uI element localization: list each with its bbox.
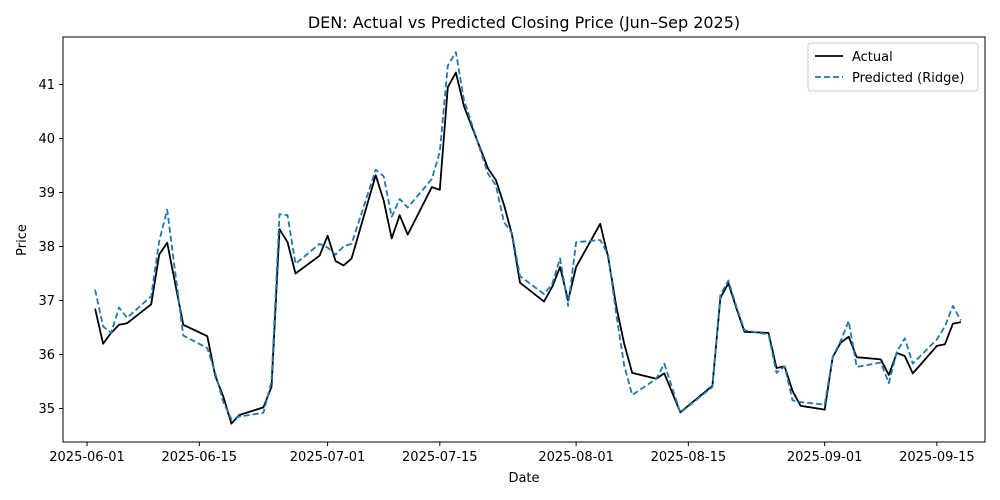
series-layer: [94, 51, 962, 425]
x-tick-label: 2025-08-01: [538, 450, 614, 465]
x-axis-label: Date: [508, 471, 539, 486]
plot-area: [62, 36, 986, 443]
y-axis-label: Price: [15, 224, 30, 256]
x-tick-label: 2025-06-15: [162, 450, 238, 465]
x-tick-label: 2025-08-15: [651, 450, 727, 465]
y-axis: 35 36 37 38 39 40 41: [38, 78, 63, 417]
legend-label-actual: Actual: [852, 50, 893, 65]
plot-frame: [62, 36, 986, 443]
y-tick-label: 36: [38, 348, 55, 363]
y-tick-label: 38: [38, 240, 55, 255]
y-tick-label: 39: [38, 186, 55, 201]
legend-box: [807, 42, 979, 92]
legend: Actual Predicted (Ridge): [807, 42, 979, 92]
x-tick-label: 2025-09-15: [899, 450, 975, 465]
y-tick-label: 35: [38, 402, 55, 417]
x-tick-label: 2025-06-01: [49, 450, 125, 465]
y-tick-label: 40: [38, 132, 55, 147]
legend-label-predicted: Predicted (Ridge): [852, 71, 964, 86]
x-tick-label: 2025-09-01: [787, 450, 863, 465]
x-axis: 2025-06-01 2025-06-15 2025-07-01 2025-07-15…: [49, 442, 975, 465]
x-tick-label: 2025-07-15: [402, 450, 478, 465]
chart-title: DEN: Actual vs Predicted Closing Price (…: [308, 13, 740, 32]
y-tick-label: 41: [38, 78, 55, 93]
series-line-predicted: [94, 51, 962, 421]
y-tick-label: 37: [38, 294, 55, 309]
x-tick-label: 2025-07-01: [290, 450, 366, 465]
